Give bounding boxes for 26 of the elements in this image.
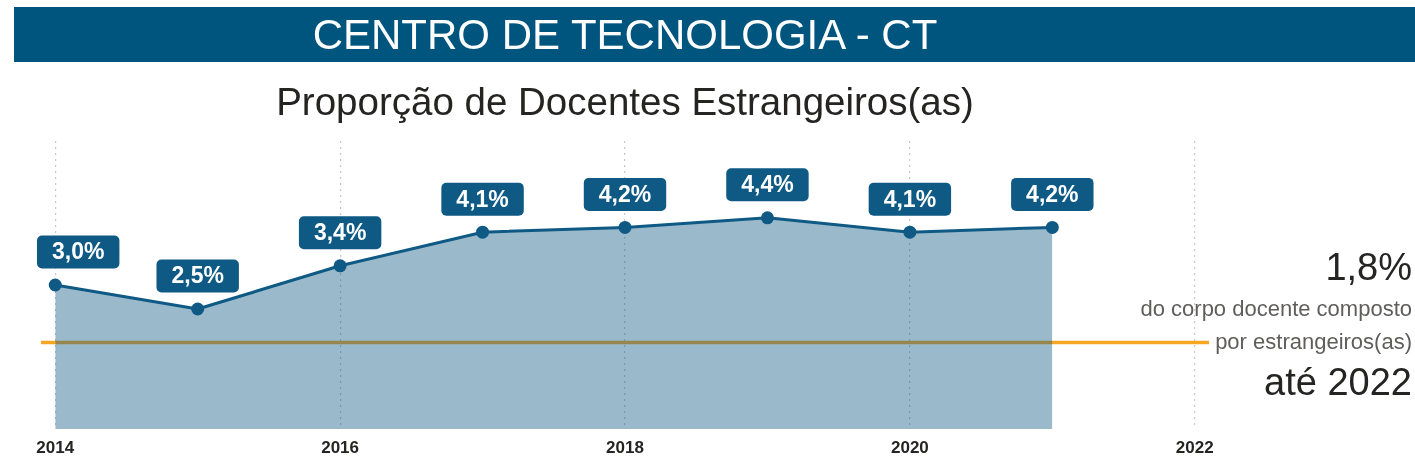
data-label: 3,4% [313, 219, 367, 246]
point [903, 225, 917, 239]
data-label: 4,4% [741, 171, 794, 198]
data-label: 4,2% [598, 180, 652, 207]
x-tick-label: 2018 [606, 437, 644, 457]
x-tick-label: 2022 [1175, 437, 1214, 457]
chart-subtitle: Proporção de Docentes Estrangeiros(as) [276, 79, 974, 125]
point [1045, 220, 1059, 234]
text: até 2022 [1264, 361, 1412, 404]
chart-title: CENTRO DE TECNOLOGIA - CT [312, 10, 938, 60]
point [618, 220, 632, 234]
annotation: do corpo docente composto por estrangeiros(as) [1140, 295, 1412, 354]
data-label: 4,1% [883, 185, 937, 212]
point [476, 225, 490, 239]
point [48, 278, 62, 292]
x-tick-label: 2014 [36, 437, 75, 457]
point [191, 302, 205, 316]
point [760, 211, 774, 225]
x-tick-label: 2016 [321, 437, 360, 457]
data-label: 4,2% [1026, 180, 1079, 207]
data-label: 4,1% [456, 185, 509, 212]
data-label: 3,0% [51, 238, 105, 265]
x-tick-label: 2020 [890, 437, 929, 457]
data-label: 2,5% [171, 262, 224, 289]
point [333, 259, 347, 273]
text: 1,8% [1325, 246, 1412, 289]
